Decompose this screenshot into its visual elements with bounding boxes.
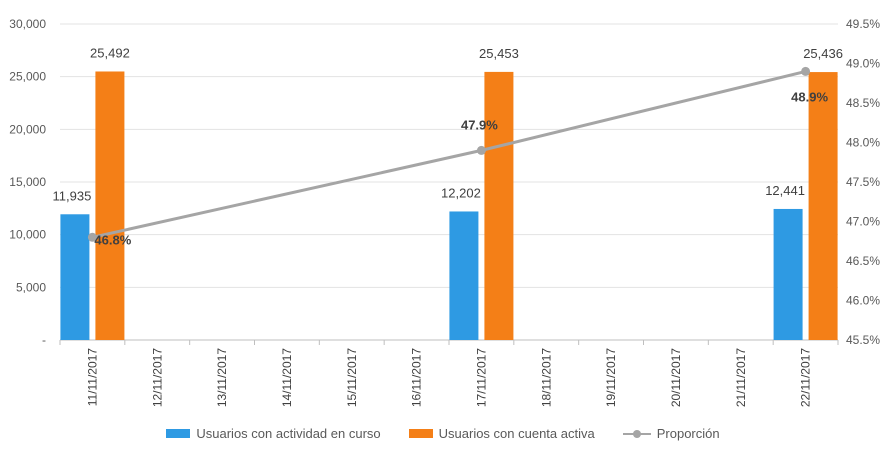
proportion-point bbox=[87, 232, 97, 242]
left-tick-label: 25,000 bbox=[9, 70, 46, 84]
x-tick-label: 20/11/2017 bbox=[669, 348, 683, 407]
bar-actividad bbox=[60, 214, 90, 340]
bars bbox=[60, 71, 838, 341]
proportion-line-path bbox=[92, 69, 806, 239]
legend: Usuarios con actividad en curso Usuarios… bbox=[0, 426, 886, 441]
x-tick-label: 22/11/2017 bbox=[799, 348, 813, 407]
data-label-proporcion: 48.9% bbox=[791, 89, 828, 104]
bar-cuenta bbox=[484, 71, 514, 340]
legend-swatch-line bbox=[622, 429, 651, 439]
bar-cuenta bbox=[95, 71, 125, 341]
data-label-actividad: 12,441 bbox=[765, 183, 805, 198]
x-tick-label: 17/11/2017 bbox=[474, 348, 488, 407]
x-tick-label: 19/11/2017 bbox=[604, 348, 618, 407]
x-tick-label: 11/11/2017 bbox=[85, 348, 99, 407]
proportion-point bbox=[476, 145, 486, 155]
legend-label-cuenta: Usuarios con cuenta activa bbox=[438, 426, 595, 441]
right-tick-label: 47.5% bbox=[846, 175, 880, 189]
left-tick-label: - bbox=[42, 333, 46, 347]
right-tick-label: 45.5% bbox=[846, 333, 880, 347]
right-tick-label: 49.5% bbox=[846, 17, 880, 31]
data-label-cuenta: 25,492 bbox=[90, 45, 130, 60]
x-tick-label: 18/11/2017 bbox=[539, 348, 553, 407]
right-tick-label: 48.0% bbox=[846, 136, 880, 150]
proportion-line bbox=[87, 66, 811, 242]
x-tick-label: 16/11/2017 bbox=[410, 348, 424, 407]
right-axis: 45.5% 46.0% 46.5% 47.0% 47.5% 48.0% 48.5% 49.0%… bbox=[846, 17, 880, 347]
right-tick-label: 46.0% bbox=[846, 294, 880, 308]
left-axis: - 5,000 10,000 15,000 20,000 25,000 30,000 bbox=[9, 17, 46, 347]
x-tick-label: 12/11/2017 bbox=[150, 348, 164, 407]
data-label-actividad: 11,935 bbox=[53, 188, 92, 203]
data-label-actividad: 12,202 bbox=[441, 185, 481, 200]
bar-cuenta bbox=[808, 72, 838, 341]
legend-label-proporcion: Proporción bbox=[656, 426, 720, 441]
right-tick-label: 47.0% bbox=[846, 215, 880, 229]
left-tick-label: 15,000 bbox=[9, 175, 46, 189]
legend-swatch-blue bbox=[166, 429, 191, 438]
proportion-point bbox=[801, 66, 811, 76]
legend-swatch-orange bbox=[408, 429, 433, 438]
data-label-proporcion: 46.8% bbox=[94, 232, 131, 247]
x-axis: 11/11/2017 12/11/2017 13/11/2017 14/11/2017… bbox=[59, 340, 839, 407]
x-tick-label: 13/11/2017 bbox=[215, 348, 229, 407]
data-label-cuenta: 25,436 bbox=[803, 46, 843, 61]
gridlines bbox=[60, 23, 838, 341]
right-tick-label: 48.5% bbox=[846, 96, 880, 110]
right-tick-label: 46.5% bbox=[846, 254, 880, 268]
left-tick-label: 5,000 bbox=[16, 280, 46, 294]
bar-actividad bbox=[449, 211, 479, 340]
left-tick-label: 30,000 bbox=[9, 17, 46, 31]
data-label-proporcion: 47.9% bbox=[461, 117, 498, 132]
x-tick-label: 14/11/2017 bbox=[280, 348, 294, 407]
data-label-cuenta: 25,453 bbox=[479, 46, 519, 61]
right-tick-label: 49.0% bbox=[846, 57, 880, 71]
data-labels: 11,935 25,492 12,202 25,453 12,441 25,436 46.8… bbox=[53, 45, 843, 247]
legend-item-actividad: Usuarios con actividad en curso bbox=[166, 426, 381, 441]
bar-actividad bbox=[773, 208, 803, 340]
left-tick-label: 10,000 bbox=[9, 228, 46, 242]
x-tick-label: 15/11/2017 bbox=[345, 348, 359, 407]
legend-item-cuenta: Usuarios con cuenta activa bbox=[408, 426, 595, 441]
legend-item-proporcion: Proporción bbox=[622, 426, 720, 441]
left-tick-label: 20,000 bbox=[9, 122, 46, 136]
legend-label-actividad: Usuarios con actividad en curso bbox=[196, 426, 381, 441]
x-tick-label: 21/11/2017 bbox=[734, 348, 748, 407]
